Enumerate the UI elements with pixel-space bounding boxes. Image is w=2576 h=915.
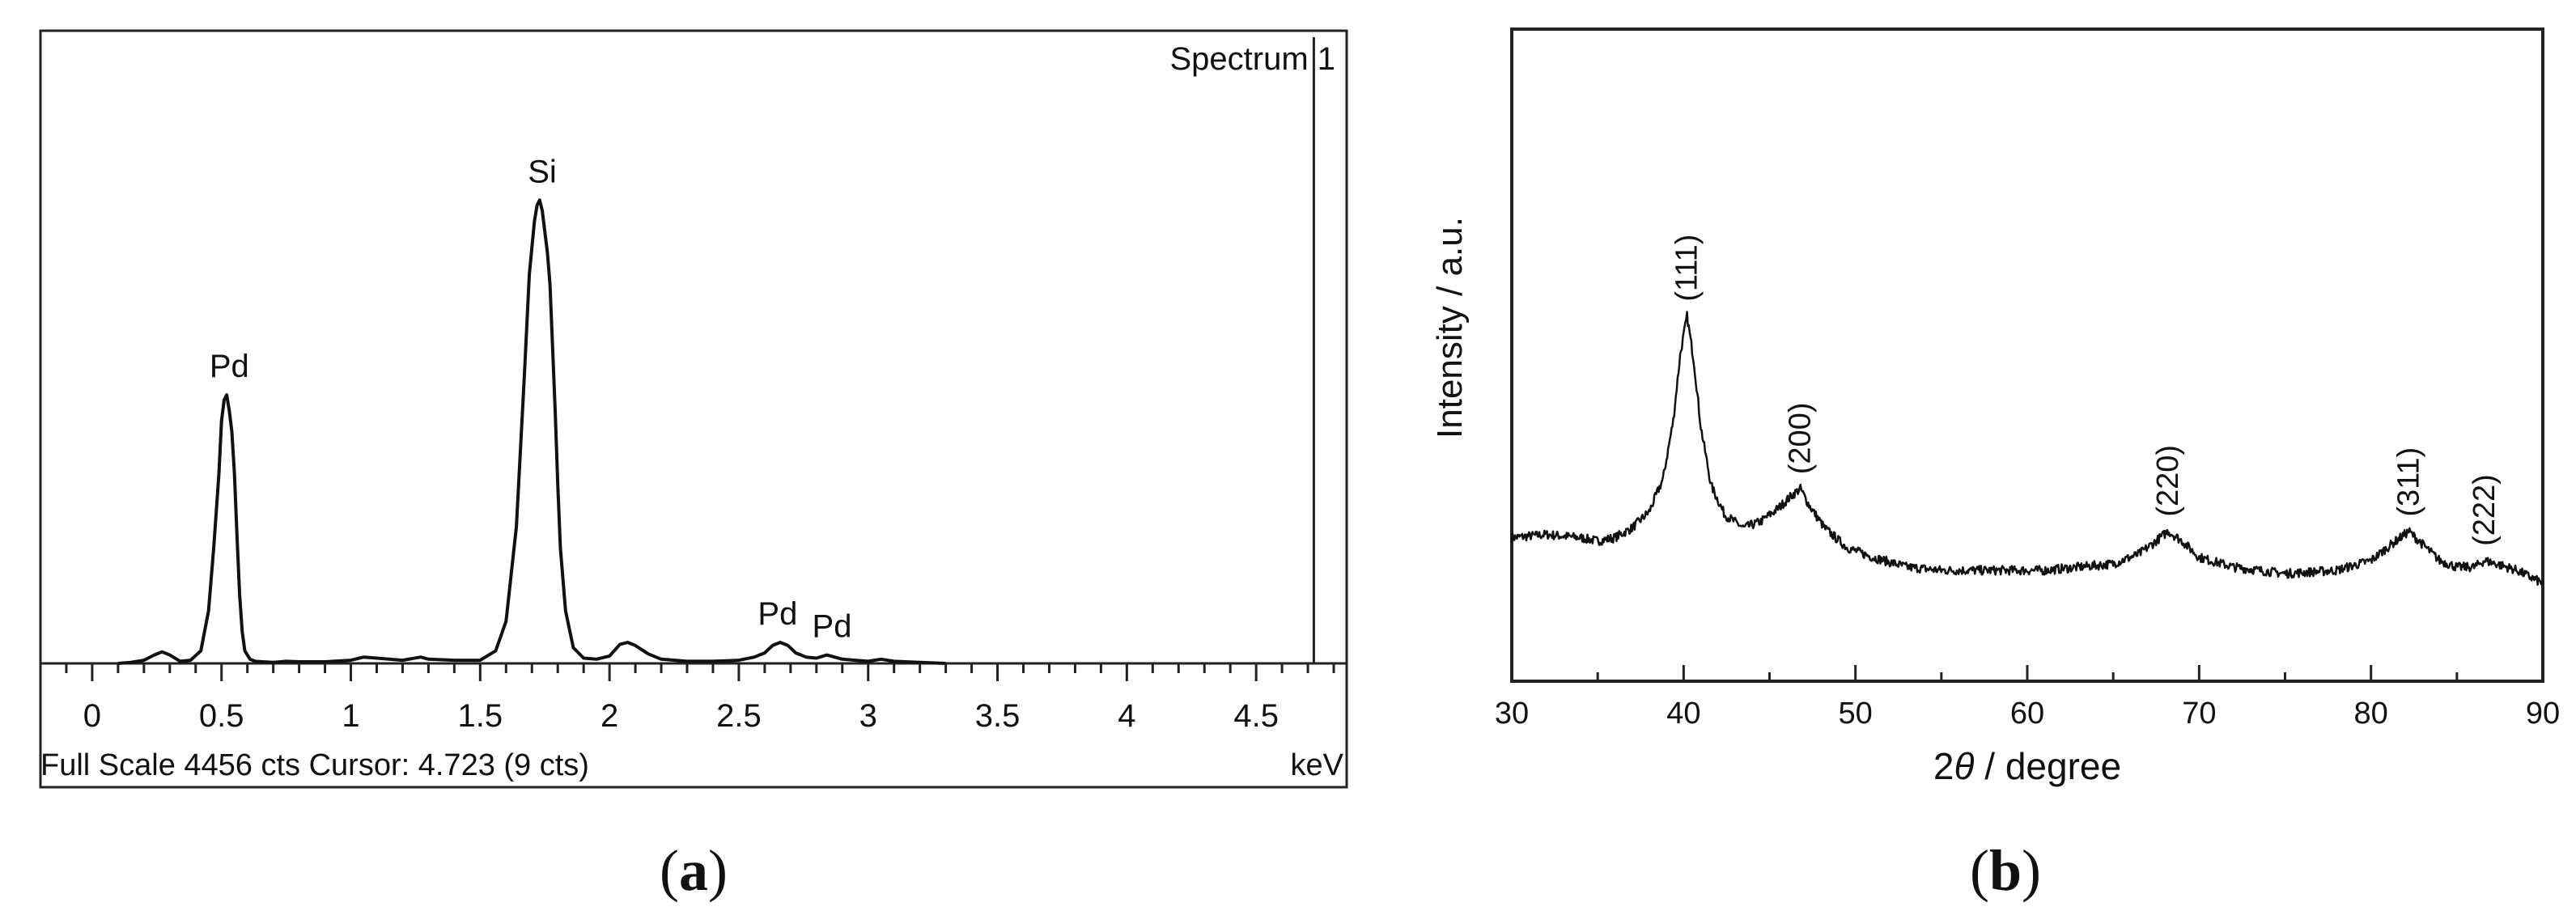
- eds-x-tick-label: 2: [601, 698, 618, 734]
- xrd-x-tick-label: 30: [1495, 697, 1529, 731]
- eds-x-tick-labels: 0 0.5 1 1.5 2 2.5 3 3.5 4 4.5: [83, 698, 1279, 734]
- xrd-x-axis-label-suffix: / degree: [1974, 745, 2121, 787]
- eds-x-tick-label: 2.5: [716, 698, 762, 734]
- panel-b-caption-letter: b: [1989, 838, 2022, 903]
- eds-peak-labels: Pd Si Pd Pd: [210, 154, 852, 644]
- eds-peak-label: Pd: [210, 349, 249, 384]
- eds-x-tick-label: 3: [859, 698, 877, 734]
- xrd-x-axis-label-theta: θ: [1954, 745, 1975, 787]
- eds-x-tick-label: 4.5: [1233, 698, 1279, 734]
- xrd-x-tick-labels: 30 40 50 60 70 80 90: [1495, 697, 2560, 731]
- xrd-peak-label: (220): [2151, 445, 2185, 517]
- xrd-x-tick-label: 50: [1839, 697, 1873, 731]
- xrd-x-axis-label: 2θ / degree: [1933, 745, 2121, 787]
- xrd-pattern-panel: 30 40 50 60 70 80 90 (111) (200) (220) (311) (222)…: [1430, 28, 2560, 787]
- xrd-x-tick-label: 90: [2526, 697, 2560, 731]
- eds-x-tick-label: 0: [83, 698, 101, 734]
- xrd-plot-frame: [1510, 28, 2544, 683]
- panel-b-caption: (b): [1970, 838, 2041, 903]
- xrd-peak-labels: (111) (200) (220) (311) (222): [1670, 235, 2502, 546]
- eds-panel-frame: [39, 29, 1348, 789]
- xrd-pattern-line: [1510, 311, 2544, 587]
- xrd-peak-label: (222): [2468, 474, 2502, 546]
- eds-x-tick-label: 3.5: [975, 698, 1021, 734]
- eds-legend-label: Spectrum 1: [1169, 41, 1335, 77]
- xrd-peak-label: (200): [1784, 403, 1818, 475]
- eds-x-tick-label: 1.5: [458, 698, 503, 734]
- eds-x-tick-label: 4: [1118, 698, 1135, 734]
- panel-a-caption: (a): [660, 838, 728, 903]
- eds-status-text: Full Scale 4456 cts Cursor: 4.723 (9 cts…: [40, 748, 589, 782]
- eds-x-ticks: [39, 663, 1335, 681]
- xrd-x-tick-label: 70: [2182, 697, 2216, 731]
- panel-a-caption-letter: a: [679, 838, 708, 903]
- xrd-peak-label: (111): [1670, 235, 1704, 302]
- xrd-x-tick-label: 60: [2010, 697, 2044, 731]
- xrd-x-tick-label: 40: [1666, 697, 1700, 731]
- eds-peak-label: Pd: [813, 609, 852, 645]
- xrd-y-axis-label: Intensity / a.u.: [1430, 217, 1470, 438]
- xrd-x-tick-label: 80: [2354, 697, 2388, 731]
- eds-x-tick-label: 0.5: [199, 698, 244, 734]
- xrd-x-axis-label-prefix: 2: [1933, 745, 1954, 787]
- eds-peak-label: Pd: [758, 596, 797, 632]
- xrd-x-ticks: [1510, 665, 2544, 681]
- eds-peak-label: Si: [528, 154, 557, 189]
- eds-spectrum-line: [117, 198, 946, 665]
- eds-unit-label: keV: [1291, 748, 1344, 782]
- eds-x-tick-label: 1: [342, 698, 359, 734]
- xrd-peak-label: (311): [2391, 447, 2425, 517]
